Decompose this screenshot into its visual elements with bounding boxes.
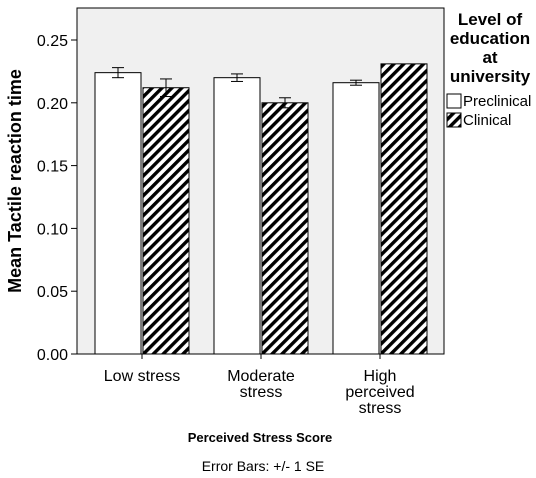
bar-preclinical-2 xyxy=(332,82,380,355)
bars-group xyxy=(94,63,428,355)
legend-title: at xyxy=(482,48,497,67)
legend-title: university xyxy=(450,67,531,86)
x-axis-title: Perceived Stress Score xyxy=(188,430,333,445)
category-labels-group: Low stress ModeratestressHighperceivedstr… xyxy=(104,354,415,417)
error-bars-group xyxy=(112,67,362,109)
legend-swatch-preclinical xyxy=(446,93,462,109)
x-category-label: Low stress xyxy=(104,368,180,385)
y-tick-label: 0.10 xyxy=(37,221,68,238)
x-category-label: stress xyxy=(240,384,283,401)
legend-title: education xyxy=(450,29,530,48)
x-category-label: perceived xyxy=(345,384,414,401)
y-tick-label: 0.20 xyxy=(37,96,68,113)
legend-title: Level of xyxy=(458,10,523,29)
y-tick-label: 0.00 xyxy=(37,347,68,364)
legend-label-clinical: Clinical xyxy=(463,112,511,129)
bar-preclinical-0 xyxy=(94,72,142,355)
x-category-label: High xyxy=(364,368,397,385)
x-category-label: Moderate xyxy=(227,368,295,385)
bar-clinical-1 xyxy=(261,102,309,355)
legend-label-preclinical: Preclinical xyxy=(463,93,531,110)
legend-swatch-clinical xyxy=(446,112,462,128)
bar-clinical-2 xyxy=(380,63,428,355)
y-tick-label: 0.15 xyxy=(37,159,68,176)
bar-clinical-0 xyxy=(142,87,190,355)
y-tick-label: 0.25 xyxy=(37,33,68,50)
y-tick-label: 0.05 xyxy=(37,284,68,301)
x-category-label: stress xyxy=(359,400,402,417)
error-bar-footnote: Error Bars: +/- 1 SE xyxy=(202,458,325,474)
y-tick-group: 0.00 0.05 0.10 0.15 0.20 0.25 xyxy=(37,33,77,364)
bar-preclinical-1 xyxy=(213,77,261,355)
y-axis-title: Mean Tactile reaction time xyxy=(5,69,25,293)
